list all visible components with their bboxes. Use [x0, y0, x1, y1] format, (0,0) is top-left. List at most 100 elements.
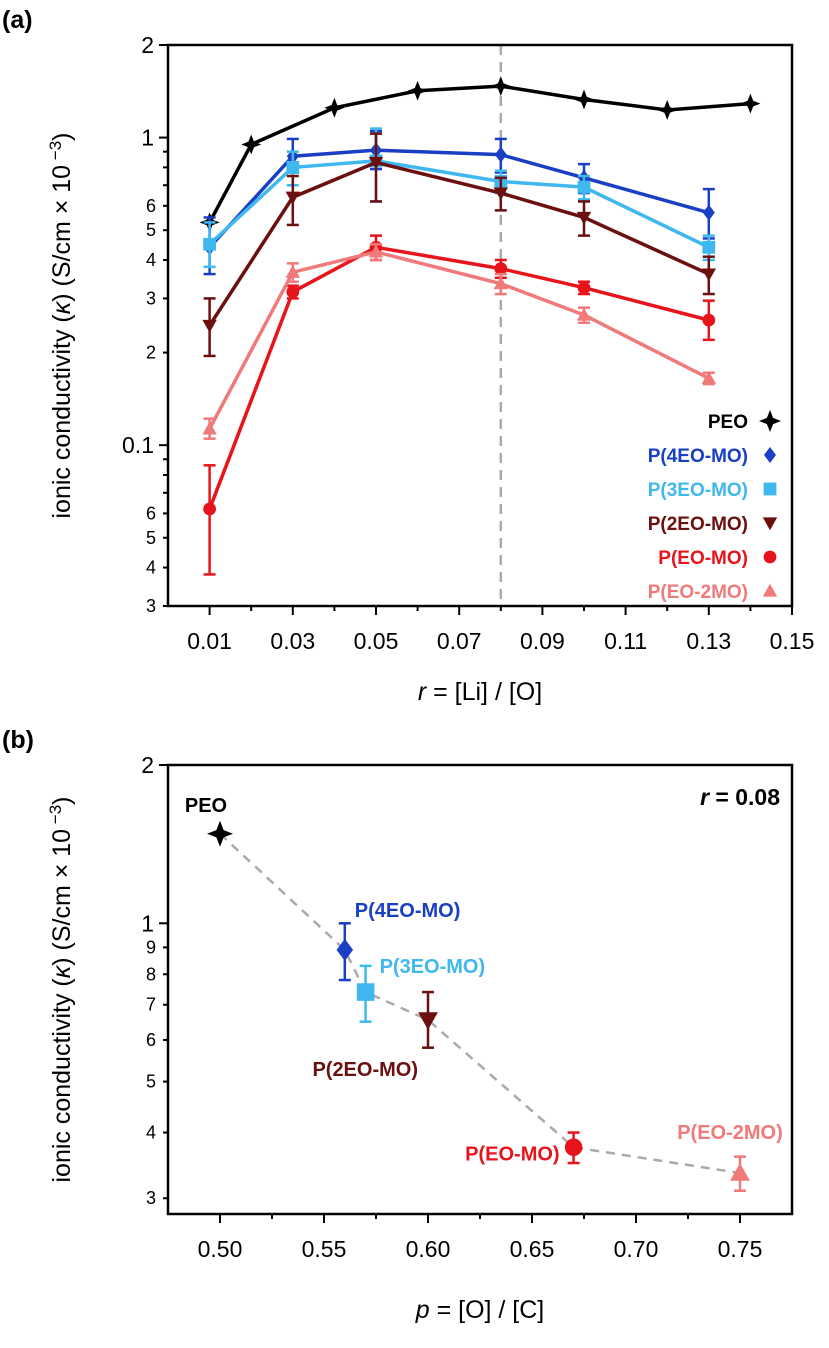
- x-tick-label: 0.01: [187, 628, 232, 654]
- y-minor-tick-label: 5: [146, 1072, 156, 1092]
- x-tick-label: 0.70: [614, 1236, 659, 1262]
- y-axis-title: ionic conductivity (κ) (S/cm × 10 −3): [46, 132, 76, 518]
- x-axis-title-rest: = [Li] / [O]: [426, 678, 542, 706]
- legend-label: PEO: [708, 412, 748, 433]
- x-tick-label: 0.07: [437, 628, 482, 654]
- y-axis-title-part: ) (S/cm × 10: [48, 165, 76, 302]
- data-point: [701, 371, 716, 384]
- data-point: [207, 820, 233, 847]
- x-axis-title: r = [Li] / [O]: [418, 678, 542, 706]
- data-point: [203, 237, 216, 251]
- legend-marker: [764, 447, 776, 463]
- y-axis-title-exponent: −3: [46, 141, 65, 165]
- data-point: [285, 265, 300, 278]
- point-p-3eo-mo: [356, 964, 375, 1023]
- data-point: [202, 319, 217, 333]
- y-axis-title-part: ionic conductivity (: [48, 314, 76, 519]
- series-p-3eo-mo: [203, 127, 716, 269]
- series-p-eo-mo: [203, 234, 716, 576]
- series-line: [208, 160, 710, 327]
- data-point: [407, 80, 428, 101]
- data-point: [202, 421, 217, 435]
- series-line: [207, 245, 710, 510]
- y-tick-label: 1: [141, 125, 154, 151]
- data-point: [203, 502, 217, 516]
- y-minor-tick-label: 6: [146, 196, 156, 216]
- point-label: PEO: [185, 795, 227, 817]
- data-point: [336, 938, 354, 961]
- annotation-r-value: r = 0.08: [700, 784, 780, 810]
- data-point: [740, 93, 761, 114]
- y-minor-tick-label: 6: [146, 1030, 156, 1050]
- series-line: [208, 159, 710, 249]
- chart-panel-a: 0.01 0.03 0.05 0.07 0.09 0.11 0.13 0.15 2 1 0.1 6 5 4…: [46, 32, 814, 706]
- y-minor-tick-label: 4: [146, 250, 156, 270]
- error-bar: [203, 464, 216, 576]
- series-p-eo-2mo: [202, 243, 716, 440]
- y-minor-tick-label: 6: [146, 503, 156, 523]
- x-tick-label: 0.15: [770, 628, 815, 654]
- legend-label: P(EO-2MO): [648, 582, 748, 603]
- series-line: [208, 84, 751, 224]
- data-point: [494, 262, 508, 276]
- annotation-value: = 0.08: [709, 784, 780, 810]
- data-point: [285, 191, 300, 205]
- y-minor-tick-label: 2: [146, 343, 156, 363]
- legend-label: P(2EO-MO): [648, 514, 748, 535]
- y-tick-label: 2: [141, 752, 154, 778]
- panel-b-label: (b): [2, 726, 34, 754]
- chart-panel-b: 0.50 0.55 0.60 0.65 0.70 0.75 2 19 8 7 6 5 4 3 PEO P(4E…: [46, 752, 794, 1324]
- y-minor-tick-label: 3: [146, 1188, 156, 1208]
- data-point: [702, 204, 715, 221]
- y-minor-tick-label: 5: [146, 528, 156, 548]
- x-tick-label: 0.09: [520, 628, 565, 654]
- point-label: P(4EO-MO): [355, 900, 461, 922]
- point-p-eo-mo: [564, 1131, 583, 1165]
- y-minor-tick-label: 3: [146, 288, 156, 308]
- legend-marker: [762, 517, 778, 531]
- y-minor-tick-label: 7: [146, 995, 156, 1015]
- y-axis-title-part: ): [48, 132, 76, 140]
- series-p-2eo-mo: [202, 132, 716, 358]
- x-tick-label: 0.13: [686, 628, 731, 654]
- y-axis-title-exponent: −3: [46, 805, 65, 829]
- y-minor-tick-label: 4: [146, 558, 156, 578]
- y-axis-title-part: ): [48, 796, 76, 804]
- data-point: [576, 211, 592, 225]
- point-peo: [207, 820, 233, 847]
- x-tick-label: 0.05: [354, 628, 399, 654]
- point-label: P(EO-2MO): [677, 1122, 783, 1144]
- data-point: [493, 187, 508, 201]
- legend-marker: [763, 550, 777, 564]
- x-axis-title-variable: r: [418, 678, 428, 706]
- data-point: [564, 1138, 583, 1157]
- x-axis-title: p = [O] / [C]: [415, 1296, 545, 1324]
- legend-marker: [759, 410, 781, 432]
- data-point: [286, 160, 300, 174]
- data-point: [356, 983, 375, 1001]
- x-axis-title-variable: p: [415, 1296, 430, 1324]
- x-tick-label: 0.75: [718, 1236, 763, 1262]
- x-tick-label: 0.65: [510, 1236, 555, 1262]
- x-tick-label: 0.60: [406, 1236, 451, 1262]
- plot-frame: [166, 43, 794, 608]
- data-point: [286, 285, 300, 299]
- data-point: [701, 268, 716, 282]
- data-point: [574, 89, 594, 110]
- trend-dashed-line: [219, 832, 741, 1175]
- point-label: P(2EO-MO): [312, 1059, 418, 1081]
- x-tick-label: 0.55: [302, 1236, 347, 1262]
- data-point: [490, 76, 511, 97]
- y-axis-title-part: ) (S/cm × 10: [48, 829, 76, 966]
- y-tick-label: 2: [141, 32, 154, 58]
- y-minor-tick-label: 3: [146, 596, 156, 616]
- legend-label: P(4EO-MO): [648, 446, 748, 467]
- annotation-variable: r: [700, 784, 710, 810]
- x-axis-title-rest: = [O] / [C]: [430, 1296, 545, 1324]
- data-point: [577, 180, 591, 194]
- series-line: [208, 148, 710, 249]
- x-tick-label: 0.50: [198, 1236, 243, 1262]
- y-axis-title-part: ionic conductivity (: [48, 978, 76, 1183]
- y-axis-title-kappa: κ: [48, 964, 76, 978]
